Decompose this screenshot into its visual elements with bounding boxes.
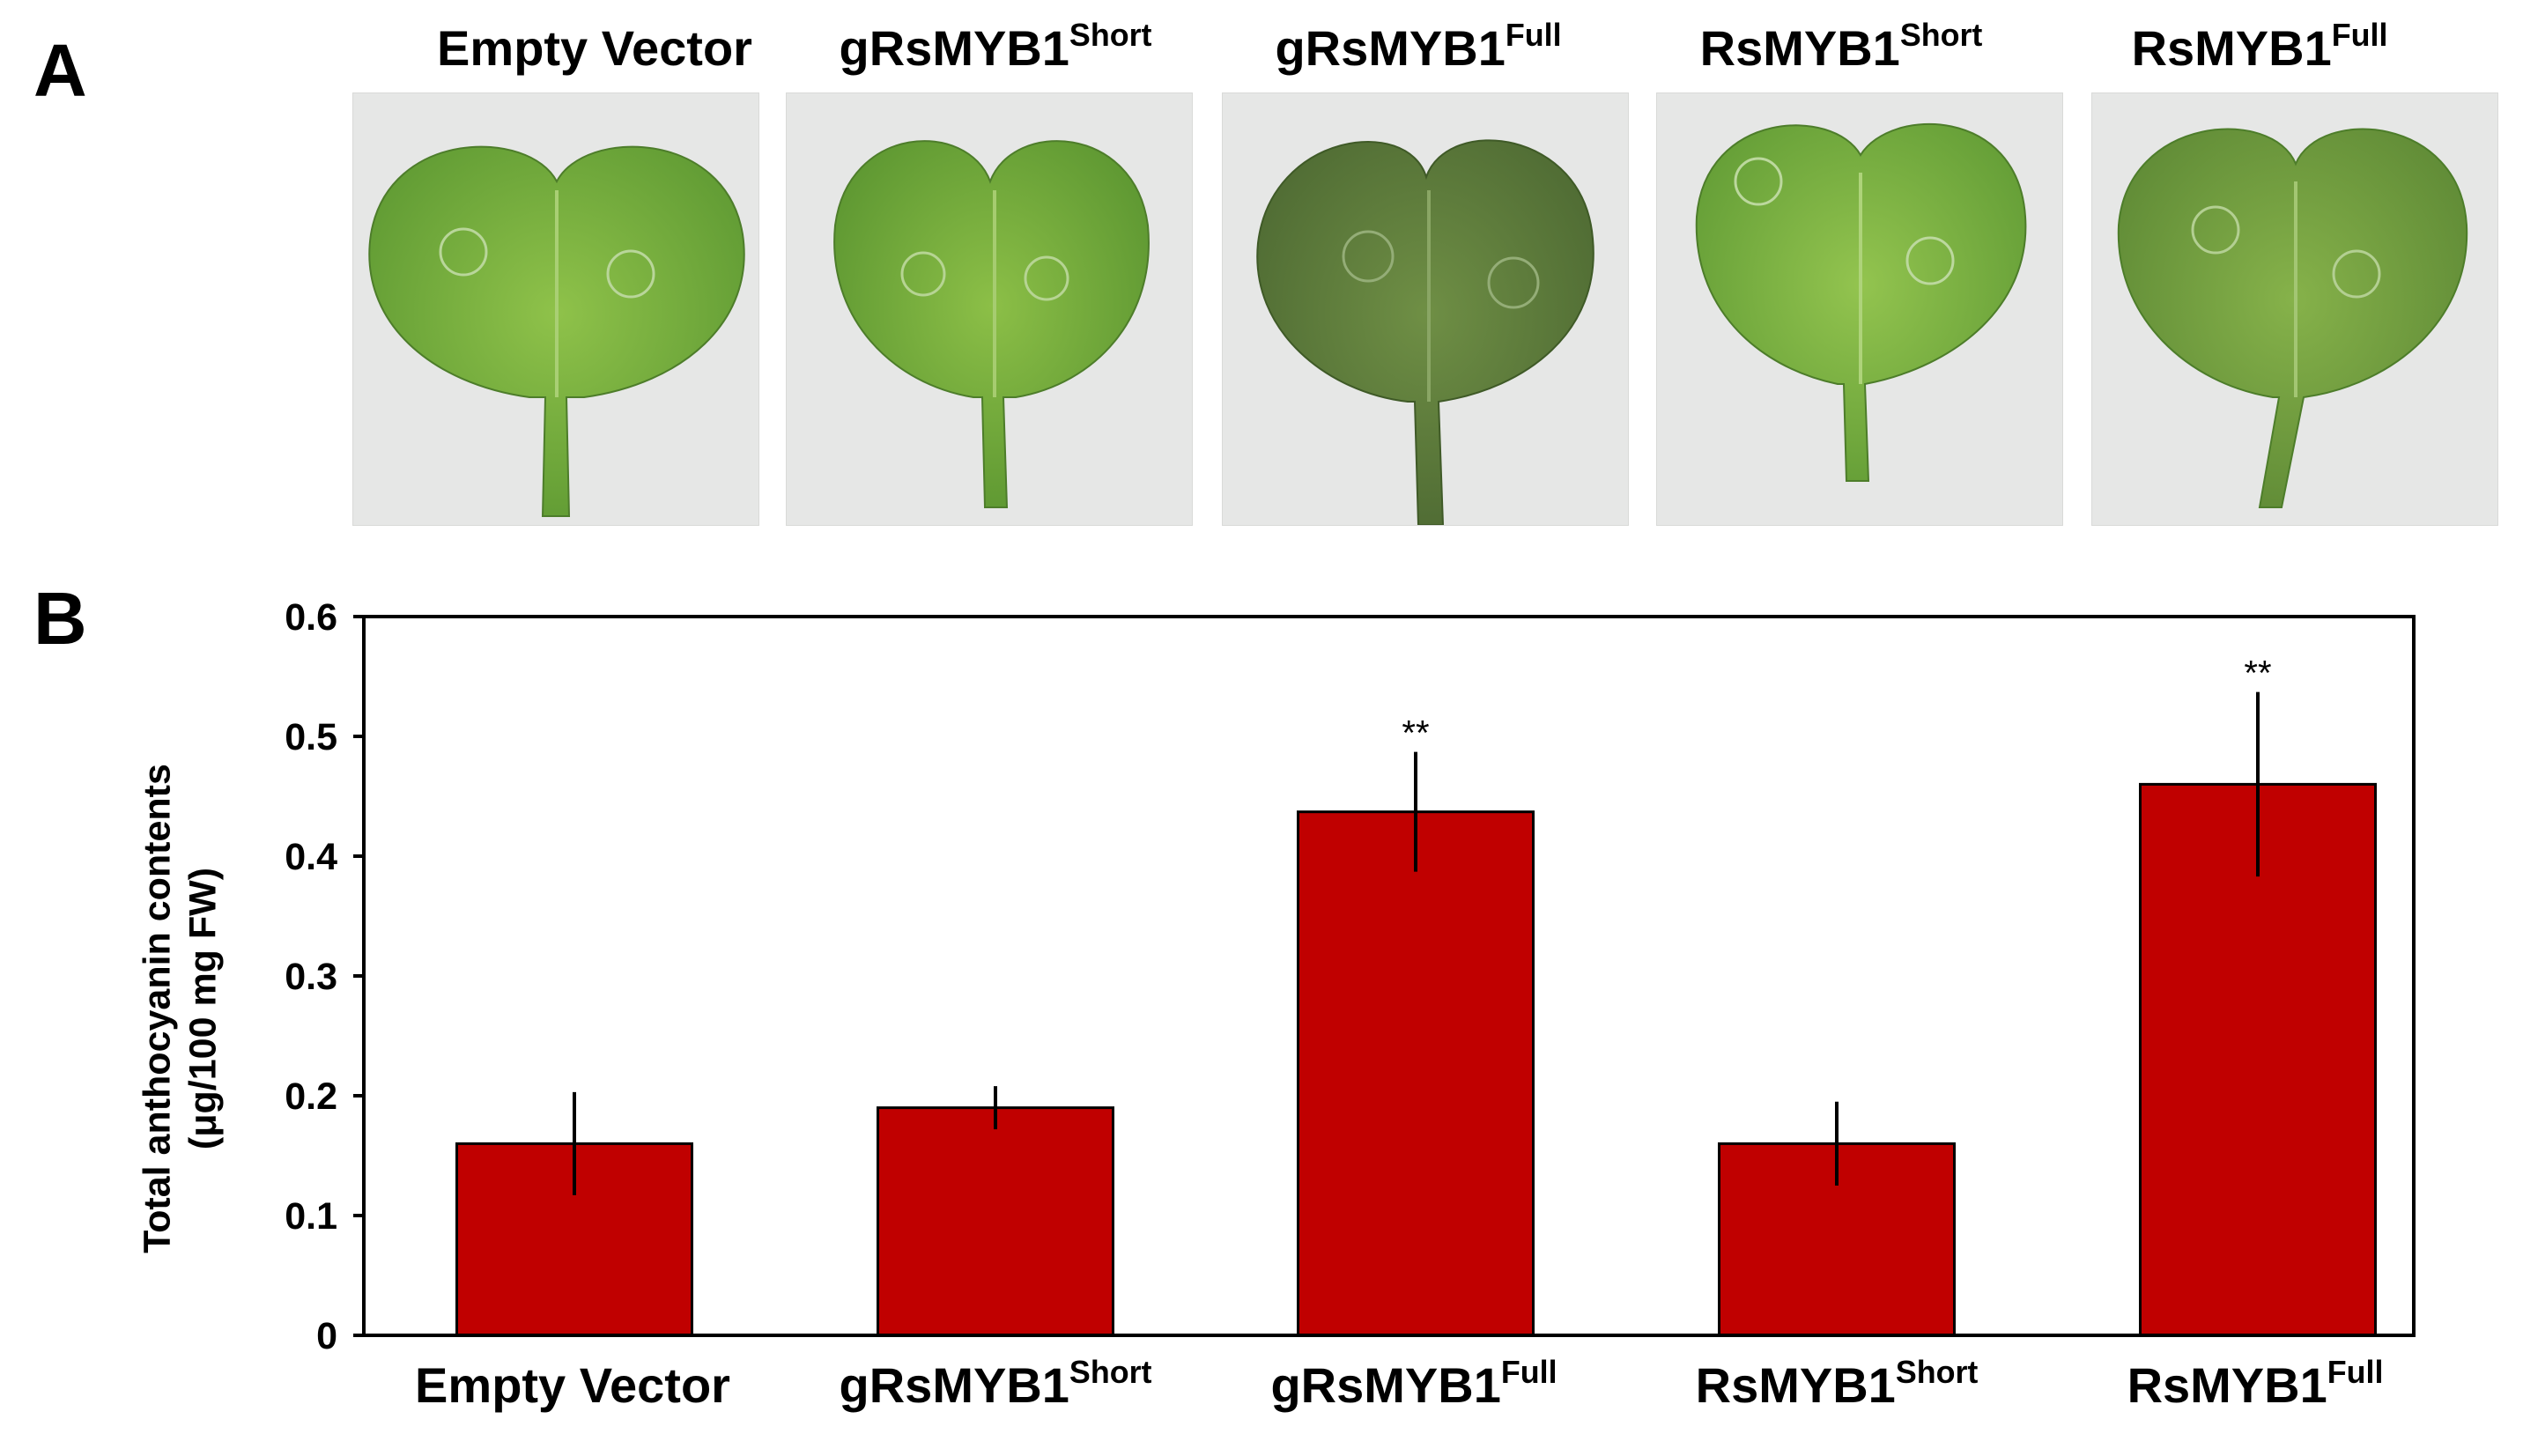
photo-label-rsmyb1-short: RsMYB1Short — [1699, 17, 1983, 76]
panel-a-label: A — [33, 29, 87, 112]
bar-2 — [1297, 810, 1535, 1337]
leaf-photo-rsmyb1-full — [2091, 92, 2498, 526]
panel-b-label: B — [33, 577, 87, 660]
y-tick-label-5: 0.5 — [285, 716, 337, 758]
photo-label-rsmyb1-full: RsMYB1Full — [2131, 17, 2388, 76]
photo-label-empty-vector: Empty Vector — [437, 20, 752, 76]
x-tick-rsmyb1-short: RsMYB1Short — [1695, 1354, 1979, 1413]
y-axis-title-line2: (μg/100 mg FW) — [182, 867, 225, 1150]
y-tick-label-6: 0.6 — [285, 596, 337, 639]
y-tick-label-2: 0.2 — [285, 1075, 337, 1118]
significance-mark-2: ** — [1402, 714, 1429, 753]
x-tick-rsmyb1-full: RsMYB1Full — [2127, 1354, 2384, 1413]
x-tick-grsmyb1-short: gRsMYB1Short — [839, 1354, 1152, 1413]
y-tick-label-3: 0.3 — [285, 956, 337, 998]
x-tick-empty-vector: Empty Vector — [415, 1357, 730, 1413]
y-axis-title-line1: Total anthocyanin contents — [136, 764, 179, 1253]
leaf-photo-empty-vector — [352, 92, 759, 526]
leaf-photo-grsmyb1-short — [786, 92, 1193, 526]
y-tick-label-0: 0 — [316, 1315, 337, 1356]
x-tick-grsmyb1-full: gRsMYB1Full — [1270, 1354, 1557, 1413]
photo-label-grsmyb1-full: gRsMYB1Full — [1275, 17, 1562, 76]
bar-1 — [877, 1106, 1114, 1337]
y-tick-label-4: 0.4 — [285, 836, 337, 878]
y-tick-label-1: 0.1 — [285, 1195, 337, 1238]
leaf-photo-grsmyb1-full — [1222, 92, 1629, 526]
photo-label-grsmyb1-short: gRsMYB1Short — [839, 17, 1152, 76]
plot-area-frame — [362, 615, 2416, 1337]
leaf-photo-rsmyb1-short — [1656, 92, 2063, 526]
anthocyanin-bar-chart: ** ** 0 0.1 0.2 0.3 0.4 0.5 0.6 — [285, 596, 2416, 1356]
significance-mark-4: ** — [2244, 654, 2271, 693]
